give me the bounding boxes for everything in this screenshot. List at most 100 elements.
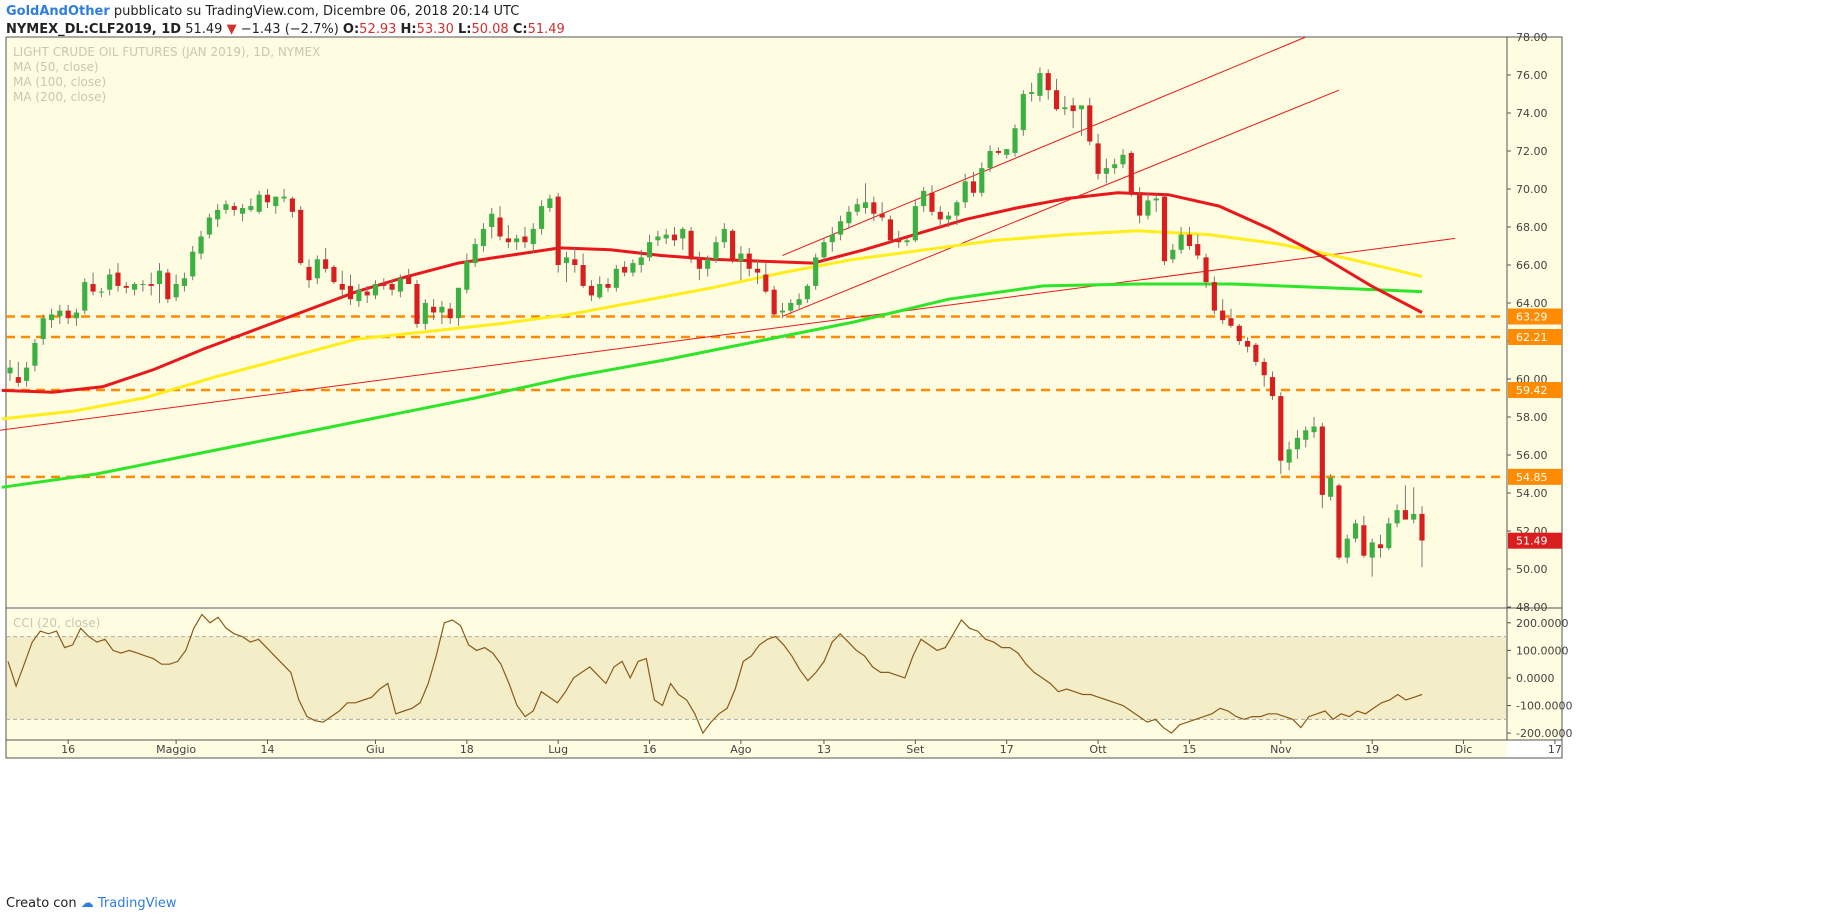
- candle-up: [1037, 73, 1043, 96]
- candle-down: [696, 259, 702, 269]
- support-level-label: 59.42: [1516, 384, 1548, 397]
- cci-tick-label: 200.0000: [1516, 617, 1569, 630]
- time-scale-bg: [6, 740, 1507, 758]
- open-label: O:: [342, 22, 360, 37]
- candle-up: [921, 190, 927, 207]
- published-text: pubblicato su TradingView.com, Dicembre …: [113, 4, 520, 19]
- price-tick-label: 72.00: [1516, 145, 1548, 158]
- price-tick-label: 76.00: [1516, 69, 1548, 82]
- price-tick-label: 66.00: [1516, 259, 1548, 272]
- candle-down: [1137, 194, 1143, 216]
- candle-up: [1112, 164, 1118, 169]
- candle-up: [190, 251, 196, 277]
- candle-up: [1120, 154, 1126, 165]
- candle-down: [331, 266, 337, 283]
- candle-down: [1053, 90, 1060, 110]
- candle-down: [406, 276, 412, 284]
- low-value: 50.08: [471, 22, 509, 37]
- candle-up: [1352, 523, 1359, 539]
- time-tick-label: Nov: [1270, 743, 1292, 756]
- candle-down: [763, 274, 769, 292]
- candle-down: [389, 284, 395, 290]
- price-tick-label: 50.00: [1516, 563, 1548, 576]
- candle-down: [148, 284, 154, 286]
- candle-down: [115, 272, 121, 286]
- candle-up: [489, 213, 495, 227]
- candle-up: [40, 318, 46, 340]
- candle-up: [397, 278, 403, 292]
- trend-line-2: [782, 89, 1340, 317]
- close-label: C:: [512, 22, 528, 37]
- candle-down: [123, 285, 129, 288]
- candle-down: [323, 259, 329, 269]
- candle-up: [1103, 168, 1109, 174]
- candle-down: [746, 253, 752, 269]
- candle-up: [256, 194, 262, 212]
- price-tick-label: 54.00: [1516, 487, 1548, 500]
- candle-up: [480, 228, 487, 246]
- published-line: GoldAndOther pubblicato su TradingView.c…: [6, 4, 519, 19]
- candle-down: [1195, 244, 1201, 256]
- candle-up: [912, 206, 918, 241]
- trend-line-3: [0, 237, 1456, 431]
- support-level-tag: [1508, 329, 1562, 346]
- time-tick-label: 19: [1365, 743, 1379, 756]
- candle-down: [1228, 318, 1234, 326]
- candle-up: [140, 284, 146, 285]
- price-tick-label: 58.00: [1516, 411, 1548, 424]
- legend-ma100: MA (100, close): [13, 75, 106, 89]
- footer-made-with: Creato con: [6, 896, 77, 911]
- legend-ma50: MA (50, close): [13, 60, 99, 74]
- candle-down: [15, 377, 21, 383]
- candle-down: [1236, 325, 1242, 341]
- price-tick-label: 64.00: [1516, 297, 1548, 310]
- candle-up: [48, 314, 55, 321]
- candle-up: [721, 228, 727, 243]
- candle-up: [464, 261, 470, 290]
- legend-title: LIGHT CRUDE OIL FUTURES (JAN 2019), 1D, …: [13, 45, 320, 59]
- candle-up: [198, 236, 204, 254]
- candle-down: [165, 272, 171, 300]
- footer-brand[interactable]: TradingView: [97, 896, 177, 911]
- time-tick-label: 15: [1182, 743, 1196, 756]
- close-value: 51.49: [527, 22, 565, 37]
- candle-up: [281, 196, 287, 199]
- candle-up: [107, 274, 113, 290]
- candle-down: [671, 234, 678, 241]
- high-label: H:: [400, 22, 417, 37]
- candle-down: [771, 289, 777, 315]
- candle-down: [970, 181, 977, 193]
- candle-up: [638, 257, 644, 265]
- candle-up: [779, 310, 786, 313]
- candle-up: [1078, 105, 1085, 110]
- candle-up: [646, 242, 653, 258]
- candle-down: [995, 151, 1001, 153]
- candle-down: [1319, 426, 1325, 495]
- candle-up: [1004, 149, 1010, 155]
- price-tick-label: 68.00: [1516, 221, 1548, 234]
- candle-up: [954, 202, 960, 216]
- price-tick-label: 78.00: [1516, 31, 1548, 44]
- author-link[interactable]: GoldAndOther: [6, 4, 110, 19]
- candle-up: [987, 151, 993, 169]
- candle-down: [580, 265, 586, 286]
- candle-up: [24, 367, 30, 381]
- candle-down: [1402, 510, 1408, 520]
- candle-up: [132, 284, 138, 290]
- candle-up: [1286, 449, 1292, 463]
- candle-up: [813, 257, 819, 286]
- candle-down: [298, 209, 304, 264]
- tradingview-logo-icon[interactable]: ☁: [80, 896, 94, 911]
- candle-up: [455, 287, 462, 319]
- candle-down: [447, 308, 453, 319]
- candle-down: [364, 291, 370, 296]
- price-tick-label: 70.00: [1516, 183, 1548, 196]
- candle-up: [829, 234, 835, 243]
- footer: Creato con ☁ TradingView: [6, 896, 176, 911]
- time-tick-label: Ott: [1089, 743, 1107, 756]
- candle-up: [181, 278, 187, 286]
- candle-down: [605, 284, 611, 288]
- candle-up: [156, 270, 163, 284]
- candle-up: [1178, 234, 1184, 250]
